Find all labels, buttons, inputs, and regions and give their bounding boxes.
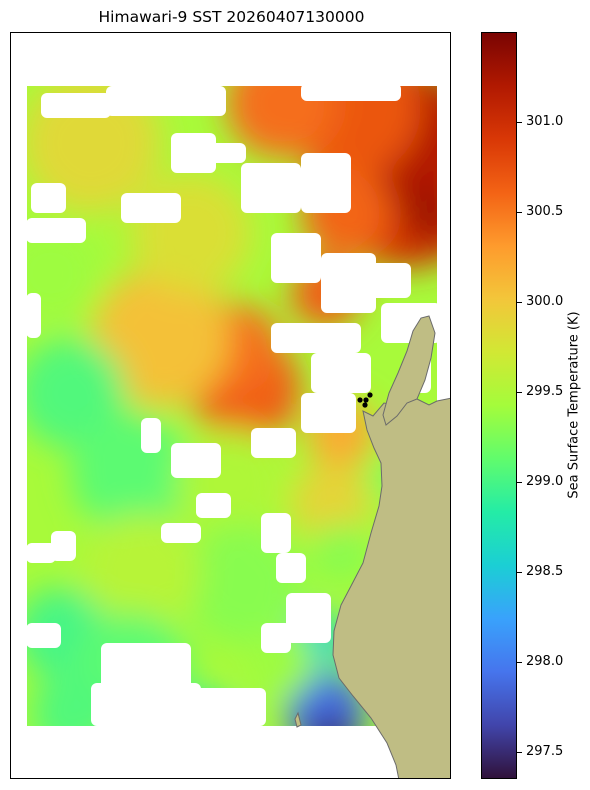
colorbar-tick-label: 297.5	[526, 744, 564, 759]
colorbar-tick-label: 299.0	[526, 474, 564, 489]
colorbar-tick	[517, 572, 522, 573]
colorbar-label: Sea Surface Temperature (K)	[566, 311, 582, 499]
colorbar-tick	[517, 482, 522, 483]
station-marker	[367, 392, 373, 398]
sst-map[interactable]	[11, 33, 451, 779]
colorbar-tick-label: 300.5	[526, 204, 564, 219]
land-peninsula	[382, 315, 436, 426]
colorbar-tick	[517, 392, 522, 393]
colorbar-tick	[517, 752, 522, 753]
colorbar-tick	[517, 662, 522, 663]
colorbar-tick	[517, 212, 522, 213]
colorbar-tick-label: 298.5	[526, 564, 564, 579]
colorbar-tick-label: 298.0	[526, 654, 564, 669]
colorbar	[481, 32, 517, 779]
colorbar-tick	[517, 122, 522, 123]
land-islet	[294, 711, 302, 728]
colorbar-tick-label: 301.0	[526, 114, 564, 129]
map-panel[interactable]	[10, 32, 451, 779]
station-marker	[362, 402, 368, 408]
colorbar-tick-label: 299.5	[526, 384, 564, 399]
station-marker	[363, 397, 369, 403]
colorbar-tick-label: 300.0	[526, 294, 564, 309]
station-markers	[357, 392, 373, 408]
colorbar-tick	[517, 302, 522, 303]
figure-title: Himawari-9 SST 20260407130000	[98, 8, 365, 26]
station-marker	[357, 397, 363, 403]
